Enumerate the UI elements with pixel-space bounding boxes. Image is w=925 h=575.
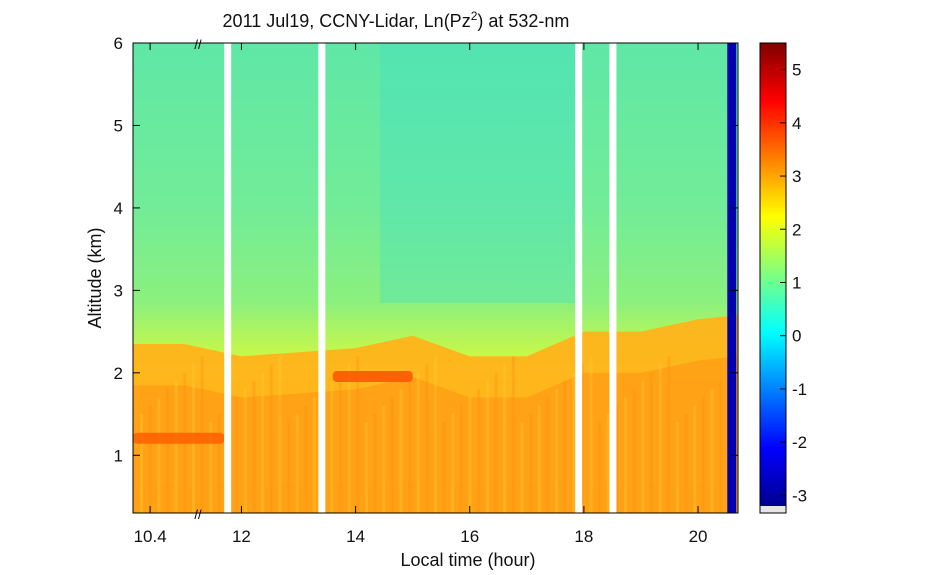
colorbar-tick-label: -2 xyxy=(792,433,807,452)
x-axis: 10.4 12 14 16 18 20 xyxy=(134,43,708,546)
y-tick-label: 5 xyxy=(114,116,123,135)
y-tick-label: 2 xyxy=(114,364,123,383)
colorbar-frame xyxy=(759,42,787,514)
data-gap xyxy=(224,43,232,513)
colorbar-undefined-swatch xyxy=(760,506,786,513)
plot-frame xyxy=(132,42,739,514)
data-gap xyxy=(609,43,617,513)
heatmap-area xyxy=(133,43,738,513)
y-tick-label: 4 xyxy=(114,199,123,218)
x-tick-label: 20 xyxy=(689,527,708,546)
x-tick-label: 10.4 xyxy=(134,527,167,546)
colorbar-tick-label: 2 xyxy=(792,220,801,239)
colorbar-tick-label: 5 xyxy=(792,61,801,80)
y-axis: 1 2 3 4 5 6 xyxy=(114,34,738,465)
axis-break-bottom: // xyxy=(194,507,202,522)
axis-break-top: // xyxy=(194,37,202,52)
colorbar-tick-label: 0 xyxy=(792,327,801,346)
data-gap xyxy=(575,43,583,513)
y-axis-label: Altitude (km) xyxy=(85,227,105,328)
title-superscript: 2 xyxy=(471,9,478,23)
y-tick-label: 3 xyxy=(114,281,123,300)
x-tick-label: 16 xyxy=(460,527,479,546)
heatmap-features xyxy=(133,43,738,513)
x-tick-label: 18 xyxy=(574,527,593,546)
cloud-column xyxy=(727,43,737,513)
x-tick-label: 12 xyxy=(232,527,251,546)
colorbar-tick-label: -1 xyxy=(792,380,807,399)
colorbar-tick-label: -3 xyxy=(792,486,807,505)
boundary-layer-core xyxy=(133,356,738,513)
x-axis-label: Local time (hour) xyxy=(400,550,535,570)
colorbar xyxy=(760,43,786,506)
data-gap xyxy=(318,43,326,513)
colorbar-ticks: 5 4 3 2 1 0 -1 -2 -3 xyxy=(780,61,807,505)
aerosol-layer xyxy=(332,370,413,382)
aerosol-layer xyxy=(133,432,225,444)
colorbar-tick-label: 3 xyxy=(792,167,801,186)
y-tick-label: 1 xyxy=(114,446,123,465)
colorbar-tick-label: 4 xyxy=(792,114,801,133)
chart-title: 2011 Jul19, CCNY-Lidar, Ln(Pz2) at 532-n… xyxy=(223,9,570,31)
colorbar-tick-label: 1 xyxy=(792,273,801,292)
x-tick-label: 14 xyxy=(346,527,365,546)
upper-cyan-region xyxy=(380,43,580,303)
y-tick-label: 6 xyxy=(114,34,123,53)
